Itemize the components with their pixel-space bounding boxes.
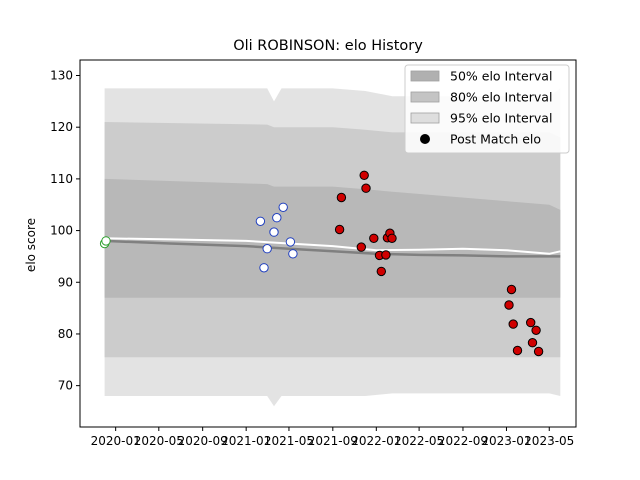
x-tick-label: 2022-09 [438,434,488,448]
match-point [381,250,391,260]
x-tick-label: 2023-01 [481,434,531,448]
elo-line-grey [104,239,561,258]
match-point [506,284,517,295]
match-point [376,266,386,277]
match-point [359,170,369,181]
band-50 [104,178,561,298]
y-axis: 70 80 90 100 110 120 130 [50,69,80,393]
legend-label: Post Match elo [450,132,541,147]
y-tick-label: 120 [50,120,73,134]
y-tick-label: 110 [50,172,73,186]
y-tick-label: 130 [50,69,73,83]
legend-label: 80% elo Interval [450,90,552,105]
x-tick-label: 2020-09 [178,434,228,448]
match-point [272,213,282,223]
interval-bands [104,88,561,407]
legend-swatch [410,70,440,82]
match-point [255,216,266,227]
elo-line-white [104,237,561,255]
legend-label: 50% elo Interval [450,69,552,84]
y-tick-label: 100 [50,224,73,238]
post-match-points [99,170,544,357]
legend: 50% elo Interval 80% elo Interval 95% elo … [404,64,570,154]
y-tick-label: 90 [58,275,73,289]
legend-marker [420,134,430,144]
match-point [369,233,379,244]
match-point [101,236,111,246]
legend-swatch [410,91,440,103]
y-axis-label: elo score [24,218,38,272]
legend-box [404,64,570,154]
x-tick-label: 2023-05 [524,434,574,448]
x-tick-label: 2020-01 [91,434,141,448]
match-point [278,202,288,213]
x-tick-label: 2022-05 [394,434,444,448]
match-point [526,317,536,328]
y-tick-label: 80 [58,327,73,341]
x-tick-label: 2021-05 [264,434,314,448]
match-point [259,263,269,273]
match-point [512,345,523,356]
match-point [527,338,538,348]
chart-title: Oli ROBINSON: elo History [233,38,423,54]
x-tick-label: 2022-01 [351,434,401,448]
match-point [334,224,345,235]
plot-frame [79,59,577,428]
x-tick-label: 2020-05 [134,434,184,448]
match-point [356,242,366,252]
match-point [361,183,371,193]
match-point [262,244,272,254]
match-point [508,319,518,329]
match-point [531,325,541,335]
x-tick-label: 2021-01 [221,434,271,448]
match-point [285,237,296,247]
legend-swatch [410,112,440,124]
match-point [336,192,347,203]
match-point [504,300,514,310]
match-point [288,249,298,259]
match-point [269,227,279,237]
match-point [533,346,544,357]
x-axis: 2020-012020-052020-092021-012021-052021-… [91,427,574,448]
series-lines [104,237,561,258]
y-tick-label: 70 [58,379,73,393]
match-point [387,233,397,244]
legend-label: 95% elo Interval [450,111,552,126]
x-tick-label: 2021-09 [308,434,358,448]
